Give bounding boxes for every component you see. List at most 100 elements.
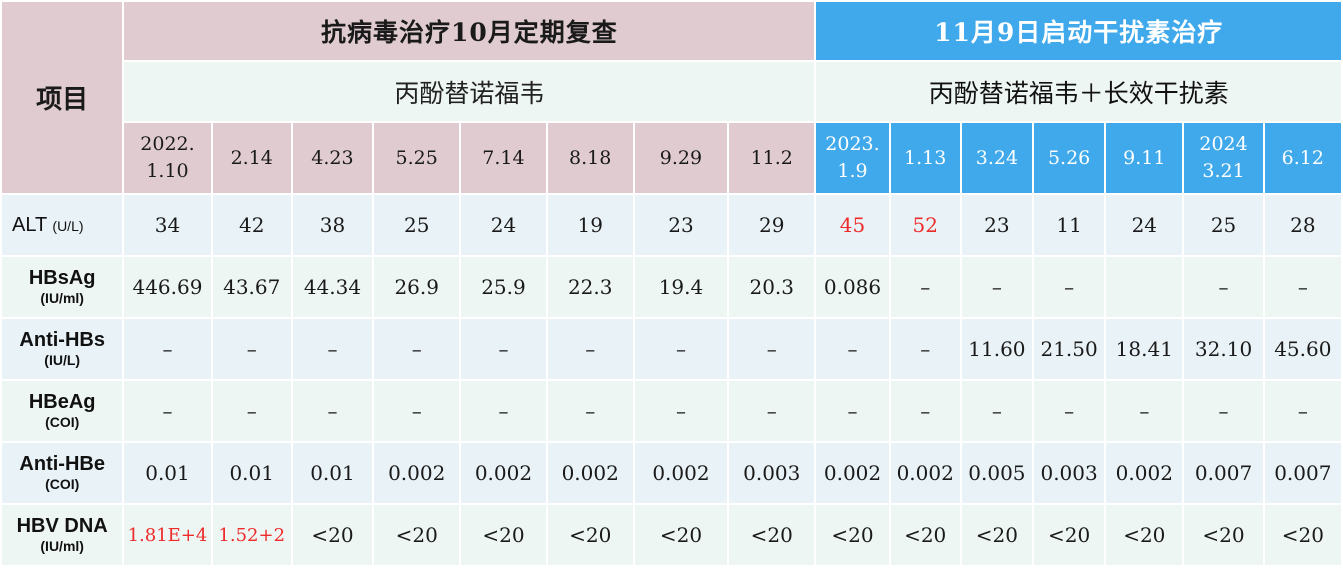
phase1-title: 抗病毒治疗10月定期复查 (124, 2, 815, 60)
date-line: 2024 (1199, 133, 1248, 155)
table-cell: – (374, 319, 460, 379)
item-header: 项目 (2, 2, 123, 193)
table-cell: 0.002 (374, 443, 460, 503)
table-cell: 45 (816, 195, 889, 255)
table-cell: – (816, 319, 889, 379)
table-cell: 24 (1106, 195, 1183, 255)
date-line: 3.21 (1202, 160, 1245, 182)
table-cell: – (634, 381, 728, 441)
date-line: 1.13 (904, 146, 947, 169)
table-cell: <20 (374, 505, 460, 565)
phase2-title: 11月9日启动干扰素治疗 (816, 2, 1341, 60)
table-cell: – (292, 319, 373, 379)
table-cell: 38 (292, 195, 373, 255)
table-cell: 42 (212, 195, 291, 255)
table-cell: 0.003 (729, 443, 815, 503)
table-cell: 52 (890, 195, 960, 255)
date-header: 2024 3.21 (1184, 123, 1263, 193)
table-cell: 18.41 (1106, 319, 1183, 379)
table-cell: 44.34 (292, 257, 373, 317)
row-label: Anti-HBe (COI) (2, 443, 123, 503)
table-cell: 1.81E+4 (124, 505, 211, 565)
table-cell: 0.002 (1106, 443, 1183, 503)
table-cell: – (729, 381, 815, 441)
date-line: 5.26 (1047, 146, 1091, 169)
table-cell: 22.3 (547, 257, 633, 317)
table-cell: – (1034, 257, 1105, 317)
table-cell: 0.002 (461, 443, 546, 503)
row-label-name: ALT (12, 213, 47, 236)
table-cell: 0.002 (634, 443, 728, 503)
date-line: 3.24 (975, 146, 1019, 169)
table-cell: – (292, 381, 373, 441)
table-row: Anti-HBe (COI) 0.01 0.01 0.01 0.002 0.002 0.002… (2, 443, 1341, 503)
date-line: 9.29 (659, 146, 703, 169)
date-line: 2023. (825, 133, 880, 155)
phase2-drug: 丙酚替诺福韦＋长效干扰素 (816, 62, 1341, 121)
table-row: HBeAg (COI) – – – – – – – – – – – – – – – (2, 381, 1341, 441)
table-cell: – (124, 381, 211, 441)
table-cell: 1.52+2 (212, 505, 291, 565)
table-cell: 446.69 (124, 257, 211, 317)
table-row: HBsAg (IU/ml) 446.69 43.67 44.34 26.9 25.9 22.3… (2, 257, 1341, 317)
row-label-name: Anti-HBe (19, 453, 105, 475)
table-row: ALT (U/L) 34 42 38 25 24 19 23 29 45 52 23 11 24 25 28 (2, 195, 1341, 255)
table-cell: <20 (961, 505, 1032, 565)
date-line: 1.10 (146, 160, 189, 182)
row-label-unit: (COI) (45, 476, 80, 492)
date-header: 9.29 (634, 123, 728, 193)
row-label: HBeAg (COI) (2, 381, 123, 441)
table-row: HBV DNA (IU/ml) 1.81E+4 1.52+2 <20 <20 <20 <20 <… (2, 505, 1341, 565)
table-cell: – (461, 319, 546, 379)
row-label-name: HBeAg (28, 391, 96, 413)
table-cell: <20 (1034, 505, 1105, 565)
table-cell: 0.005 (961, 443, 1032, 503)
table-row: Anti-HBs (IU/L) – – – – – – – – – –11.60 21.50 18.41 3… (2, 319, 1341, 379)
table-cell: – (961, 381, 1032, 441)
date-line: 4.23 (311, 146, 354, 169)
table-cell: – (461, 381, 546, 441)
date-line: 2022. (140, 133, 195, 155)
table-cell: – (729, 319, 815, 379)
table-cell: 34 (124, 195, 211, 255)
table-cell: – (890, 257, 960, 317)
table-cell: – (1034, 381, 1105, 441)
row-label-unit: (COI) (45, 414, 80, 430)
table-cell: <20 (729, 505, 815, 565)
date-line: 11.2 (750, 146, 793, 169)
date-header: 5.26 (1034, 123, 1105, 193)
row-label-name: HBsAg (28, 267, 96, 289)
table-cell: 0.01 (212, 443, 291, 503)
table-cell: – (634, 319, 728, 379)
table-cell: <20 (634, 505, 728, 565)
table-cell: <20 (890, 505, 960, 565)
date-header: 2.14 (212, 123, 291, 193)
table-cell: <20 (1184, 505, 1263, 565)
date-header: 6.12 (1264, 123, 1341, 193)
table-cell: – (1184, 257, 1263, 317)
table-cell: 11.60 (961, 319, 1032, 379)
table-cell: – (547, 381, 633, 441)
table-cell: 0.01 (292, 443, 373, 503)
table-cell (1106, 257, 1183, 317)
table-cell: 32.10 (1184, 319, 1263, 379)
table-cell: – (547, 319, 633, 379)
table-cell: 25 (1184, 195, 1263, 255)
table-cell: 43.67 (212, 257, 291, 317)
table-cell: – (212, 319, 291, 379)
table-cell: 28 (1264, 195, 1341, 255)
table-cell: 19.4 (634, 257, 728, 317)
row-label-name: HBV DNA (16, 515, 108, 537)
row-label: Anti-HBs (IU/L) (2, 319, 123, 379)
row-label-unit: (IU/ml) (40, 538, 84, 554)
table-cell: 23 (961, 195, 1032, 255)
date-header: 7.14 (461, 123, 546, 193)
date-header: 8.18 (547, 123, 633, 193)
row-label: HBsAg (IU/ml) (2, 257, 123, 317)
date-line: 8.18 (569, 146, 612, 169)
table-cell: 21.50 (1034, 319, 1105, 379)
date-line: 9.11 (1123, 146, 1166, 169)
table-cell: 29 (729, 195, 815, 255)
table-cell: <20 (292, 505, 373, 565)
table-cell: 0.01 (124, 443, 211, 503)
